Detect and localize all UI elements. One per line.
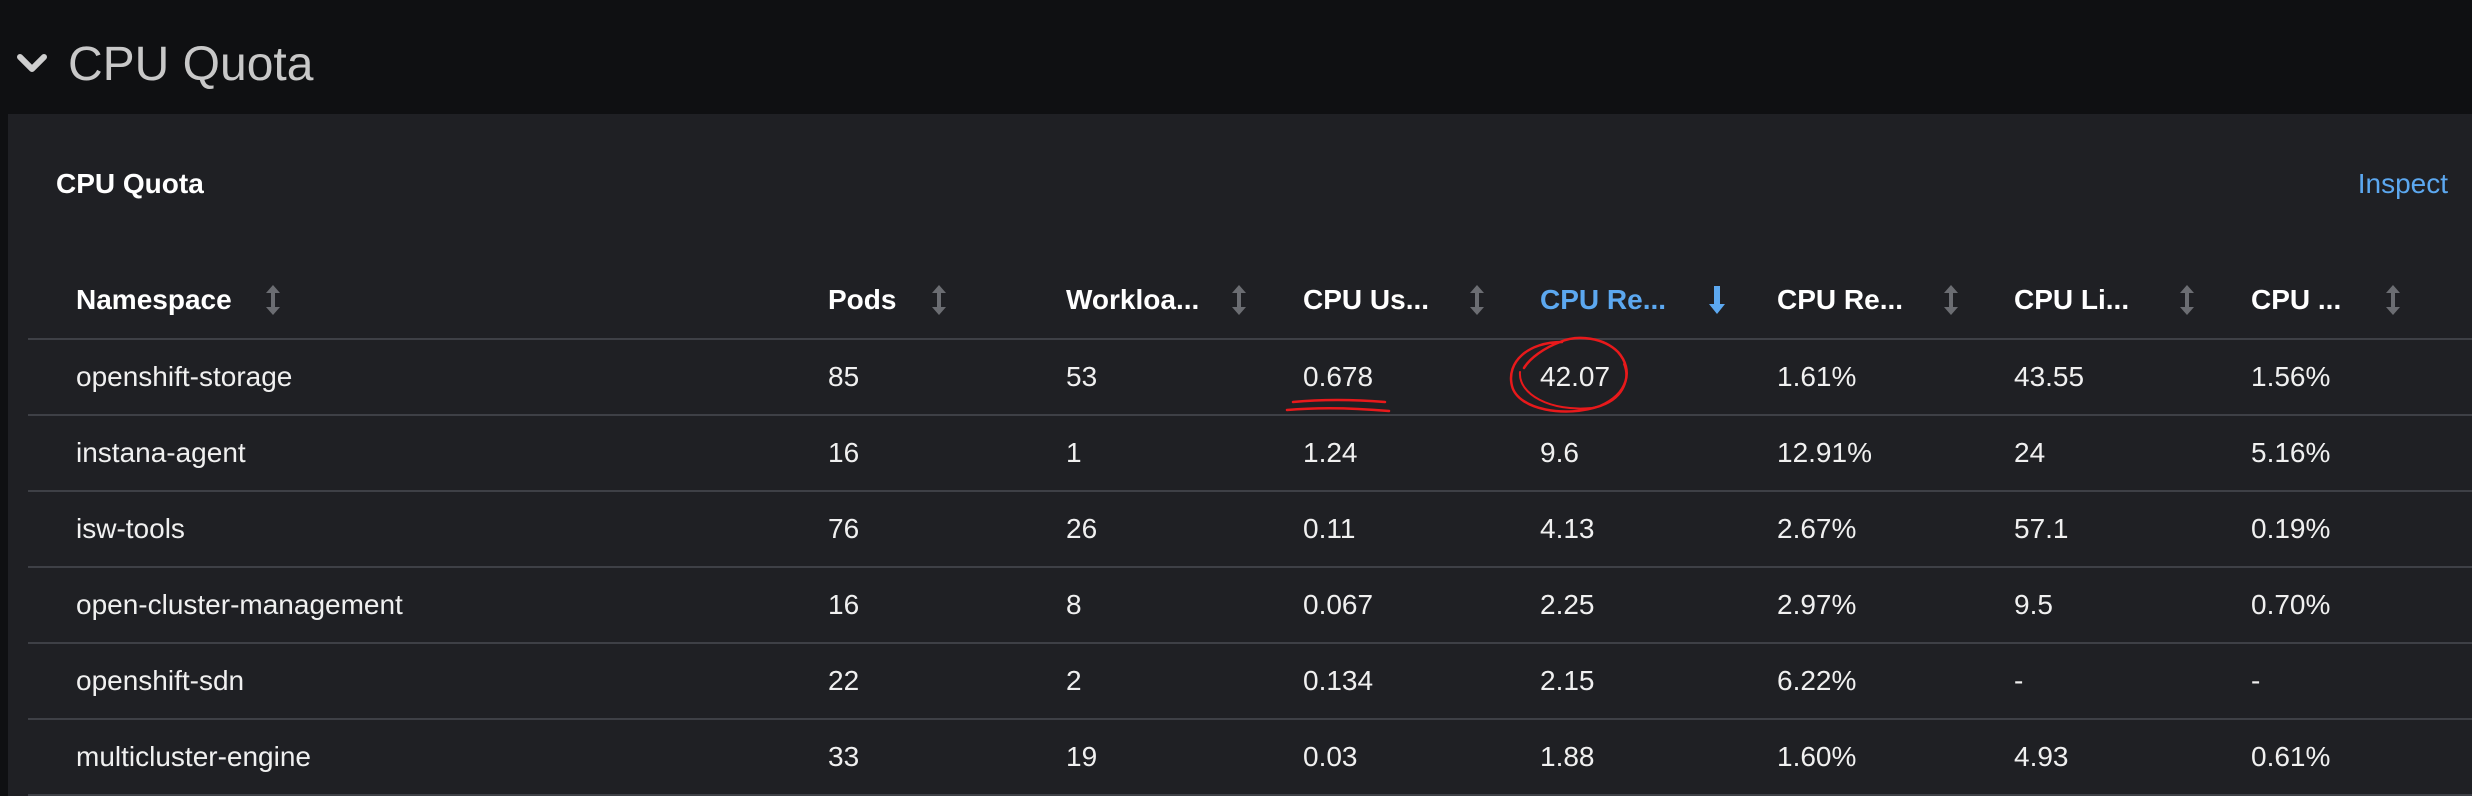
cell-workloads: 1 (1066, 437, 1082, 468)
column-header-label: CPU Us... (1303, 284, 1430, 315)
cell-workloads: 53 (1066, 361, 1098, 392)
cell-namespace: instana-agent (76, 437, 246, 468)
cell-namespace: multicluster-engine (76, 741, 311, 772)
table-row: openshift-sdn 22 2 0.134 2.15 6.22% - - (28, 644, 2472, 720)
cell-cpu-limits-percent: 1.56% (2251, 361, 2331, 392)
sort-icon[interactable] (1230, 284, 1248, 316)
cell-workloads: 26 (1066, 513, 1098, 544)
cell-cpu-limits: - (2014, 665, 2024, 696)
cell-cpu-usage: 0.067 (1303, 589, 1374, 620)
cell-cpu-requests: 1.88 (1540, 741, 1595, 772)
table-row: isw-tools 76 26 0.11 4.13 2.67% 57.1 0.1… (28, 492, 2472, 568)
cell-cpu-limits: 9.5 (2014, 589, 2053, 620)
column-header-label: Pods (828, 284, 897, 315)
cell-cpu-requests-percent: 2.67% (1777, 513, 1857, 544)
chevron-down-icon[interactable] (14, 45, 50, 81)
cell-cpu-requests-percent: 6.22% (1777, 665, 1857, 696)
column-header-label: CPU Re... (1540, 284, 1667, 315)
cell-namespace: isw-tools (76, 513, 185, 544)
column-header-label: CPU Li... (2014, 284, 2130, 315)
cell-cpu-requests-percent: 1.60% (1777, 741, 1857, 772)
section-title[interactable]: CPU Quota (68, 38, 314, 91)
cpu-quota-panel (8, 114, 2472, 796)
column-header-workloads[interactable]: Workloa... (1066, 262, 1199, 338)
column-header-cpu-limits-percent[interactable]: CPU ... (2251, 262, 2341, 338)
cell-pods: 85 (828, 361, 860, 392)
cell-cpu-limits: 43.55 (2014, 361, 2085, 392)
cell-cpu-requests: 2.15 (1540, 665, 1595, 696)
cell-pods: 22 (828, 665, 860, 696)
table-header-row: Namespace Pods Workloa... CPU Us... CPU … (28, 262, 2472, 340)
cell-cpu-usage: 0.03 (1303, 741, 1358, 772)
cell-pods: 16 (828, 589, 860, 620)
column-header-pods[interactable]: Pods (828, 262, 896, 338)
cell-namespace: open-cluster-management (76, 589, 403, 620)
table-row: instana-agent 16 1 1.24 9.6 12.91% 24 5.… (28, 416, 2472, 492)
cell-cpu-limits-percent: 5.16% (2251, 437, 2331, 468)
cell-cpu-limits-percent: 0.19% (2251, 513, 2331, 544)
cell-cpu-limits-percent: 0.61% (2251, 741, 2331, 772)
cell-namespace: openshift-sdn (76, 665, 245, 696)
column-header-label: CPU ... (2251, 284, 2342, 315)
column-header-cpu-limits[interactable]: CPU Li... (2014, 262, 2129, 338)
cell-namespace: openshift-storage (76, 361, 293, 392)
sort-icon[interactable] (2178, 284, 2196, 316)
cell-pods: 76 (828, 513, 860, 544)
cell-cpu-usage: 0.678 (1303, 361, 1374, 392)
sort-icon[interactable] (930, 284, 948, 316)
cell-cpu-requests: 42.07 (1540, 361, 1611, 392)
cell-cpu-requests-percent: 2.97% (1777, 589, 1857, 620)
cell-cpu-requests: 2.25 (1540, 589, 1595, 620)
cell-pods: 16 (828, 437, 860, 468)
cell-cpu-requests: 9.6 (1540, 437, 1579, 468)
cell-workloads: 19 (1066, 741, 1098, 772)
column-header-namespace[interactable]: Namespace (76, 262, 232, 338)
cell-cpu-usage: 0.11 (1303, 513, 1356, 544)
cell-workloads: 8 (1066, 589, 1082, 620)
cell-cpu-limits-percent: - (2251, 665, 2261, 696)
table-row: open-cluster-management 16 8 0.067 2.25 … (28, 568, 2472, 644)
table-row: multicluster-engine 33 19 0.03 1.88 1.60… (28, 720, 2472, 796)
column-header-label: CPU Re... (1777, 284, 1904, 315)
sort-descending-icon[interactable] (1708, 284, 1726, 316)
cell-workloads: 2 (1066, 665, 1082, 696)
column-header-cpu-usage[interactable]: CPU Us... (1303, 262, 1429, 338)
sort-icon[interactable] (1942, 284, 1960, 316)
inspect-link[interactable]: Inspect (2357, 168, 2448, 199)
sort-icon[interactable] (1468, 284, 1486, 316)
column-header-cpu-requests[interactable]: CPU Re... (1540, 262, 1666, 338)
cell-pods: 33 (828, 741, 860, 772)
cell-cpu-limits: 57.1 (2014, 513, 2069, 544)
cell-cpu-limits: 24 (2014, 437, 2046, 468)
cell-cpu-usage: 0.134 (1303, 665, 1374, 696)
column-header-cpu-requests-percent[interactable]: CPU Re... (1777, 262, 1903, 338)
table-row: openshift-storage 85 53 0.678 42.07 1.61… (28, 340, 2472, 416)
sort-icon[interactable] (264, 284, 282, 316)
cell-cpu-limits-percent: 0.70% (2251, 589, 2331, 620)
cpu-quota-table: Namespace Pods Workloa... CPU Us... CPU … (28, 262, 2472, 796)
sort-icon[interactable] (2384, 284, 2402, 316)
column-header-label: Namespace (76, 284, 232, 315)
cell-cpu-requests-percent: 1.61% (1777, 361, 1857, 392)
cell-cpu-requests-percent: 12.91% (1777, 437, 1872, 468)
panel-title: CPU Quota (56, 168, 204, 199)
section-header: CPU Quota (0, 0, 2472, 114)
cell-cpu-limits: 4.93 (2014, 741, 2069, 772)
column-header-label: Workloa... (1066, 284, 1200, 315)
cell-cpu-usage: 1.24 (1303, 437, 1358, 468)
cell-cpu-requests: 4.13 (1540, 513, 1595, 544)
